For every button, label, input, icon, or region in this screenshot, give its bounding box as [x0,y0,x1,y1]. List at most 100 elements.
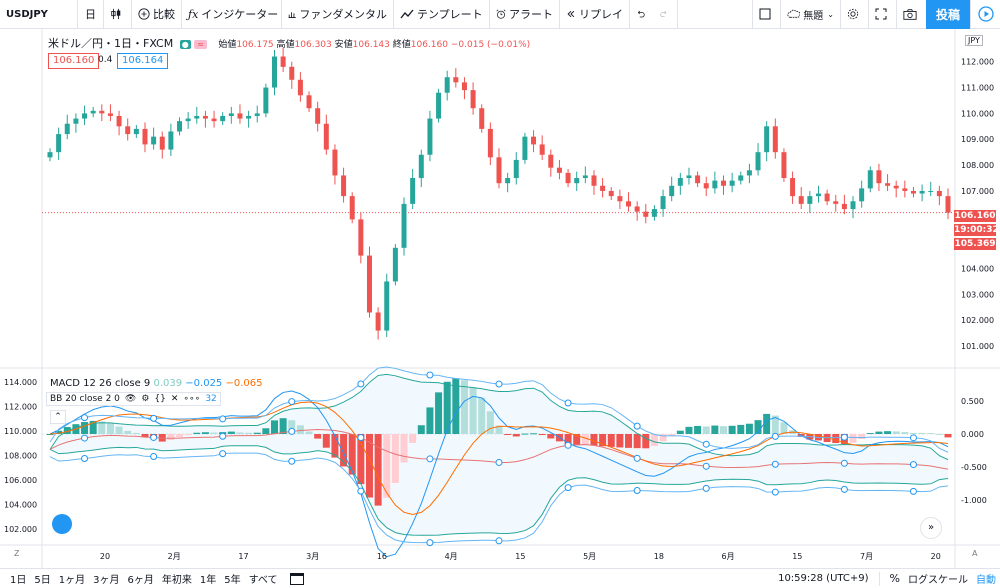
eye-icon[interactable]: 👁 [124,394,137,404]
control-point[interactable] [771,432,779,440]
templates-button[interactable]: テンプレート [394,0,490,29]
auto-scale-toggle[interactable]: 自動 [976,575,996,586]
scroll-right-button[interactable]: » [920,517,942,539]
control-point[interactable] [564,441,572,449]
range-button-2[interactable]: 1ヶ月 [58,575,86,586]
control-point[interactable] [81,414,89,422]
candle-body [634,206,640,212]
control-point[interactable] [150,433,158,441]
more-icon[interactable]: ∘∘∘ [183,394,201,404]
undo-button[interactable] [630,0,654,29]
percent-toggle[interactable]: % [889,572,900,585]
control-point[interactable] [150,414,158,422]
macd-histogram-bar [616,434,624,448]
chart-type-button[interactable] [104,0,132,29]
control-point[interactable] [702,440,710,448]
control-point[interactable] [771,460,779,468]
control-point[interactable] [288,427,296,435]
macd-histogram-bar [625,434,633,448]
control-point[interactable] [495,458,503,466]
control-point[interactable] [633,422,641,430]
buy-button[interactable]: 106.164 [117,53,169,69]
control-point[interactable] [426,539,434,547]
control-point[interactable] [288,398,296,406]
gear-icon[interactable]: ⚙ [141,394,150,404]
macd-axis-label-3: -1.000 [961,496,987,505]
interval-button[interactable]: 日 [78,0,104,29]
play-button[interactable] [970,0,1000,29]
templates-label: テンプレート [417,8,483,21]
macd-histogram-bar [711,425,719,434]
control-point[interactable] [909,487,917,495]
control-point[interactable] [81,454,89,462]
range-button-3[interactable]: 3ヶ月 [93,575,120,586]
source-code-icon[interactable]: {} [154,394,166,404]
candle-body [142,128,148,145]
control-point[interactable] [840,459,848,467]
range-button-4[interactable]: 6ヶ月 [127,575,154,586]
control-point[interactable] [495,537,503,545]
macd-histogram-bar [728,425,736,434]
control-point[interactable] [357,380,365,388]
snapshot-button[interactable] [895,0,926,29]
range-button-5[interactable]: 年初来 [161,575,192,586]
control-point[interactable] [357,434,365,442]
control-point[interactable] [633,487,641,495]
layout-name-button[interactable]: 無題 ⌄ [779,0,840,29]
settings-button[interactable] [839,0,868,29]
control-point[interactable] [564,399,572,407]
expand-icon [875,8,887,20]
chart-canvas[interactable]: 112.000 111.000 110.000 109.000 108.000 107.0… [0,29,1000,568]
control-point[interactable] [564,484,572,492]
control-point[interactable] [150,453,158,461]
candle-body [220,115,226,122]
range-button-6[interactable]: 1年 [199,575,217,586]
control-point[interactable] [357,487,365,495]
clock[interactable]: 10:59:28 (UTC+9) [778,573,869,584]
indicators-button[interactable]: ƒx インジケーター [182,0,282,29]
log-scale-toggle[interactable]: ログスケール [908,575,968,586]
control-point[interactable] [702,484,710,492]
close-icon[interactable]: ✕ [170,394,179,404]
control-point[interactable] [219,432,227,440]
redo-button[interactable] [654,0,678,29]
range-button-0[interactable]: 1日 [10,575,27,586]
control-point[interactable] [909,434,917,442]
alert-button[interactable]: アラート [490,0,560,29]
gear-icon [847,8,859,20]
price-axis-label-2: 110.000 [961,109,994,118]
control-point[interactable] [219,415,227,423]
compare-button[interactable]: 比較 [132,0,182,29]
chart-area[interactable]: 112.000 111.000 110.000 109.000 108.000 107.0… [0,29,1000,568]
control-point[interactable] [840,433,848,441]
bb-legend[interactable]: BB 20 close 2 0 👁 ⚙ {} ✕ ∘∘∘ 32 [46,392,221,406]
control-point[interactable] [840,485,848,493]
date-range-button[interactable] [289,572,304,585]
sell-button[interactable]: 106.160 [48,53,100,69]
fundamentals-button[interactable]: ファンダメンタル [282,0,394,29]
candle-body [99,110,105,114]
tv-logo-icon[interactable] [52,514,72,534]
control-point[interactable] [219,450,227,458]
control-point[interactable] [909,461,917,469]
right-axis-a-button[interactable]: A [972,549,978,558]
control-point[interactable] [702,462,710,470]
range-button-7[interactable]: 5年 [224,575,241,586]
control-point[interactable] [81,434,89,442]
range-button-1[interactable]: 5日 [34,575,51,586]
fullscreen-layout-button[interactable] [751,0,780,29]
replay-button[interactable]: リプレイ [560,0,630,29]
control-point[interactable] [495,380,503,388]
control-point[interactable] [426,371,434,379]
control-point[interactable] [288,457,296,465]
fullscreen-button[interactable] [867,0,896,29]
control-point[interactable] [771,488,779,496]
control-point[interactable] [633,454,641,462]
currency-badge[interactable]: JPY [965,35,983,46]
control-point[interactable] [426,455,434,463]
symbol-search[interactable]: USDJPY [0,0,78,29]
collapse-button[interactable]: ⌃ [50,410,66,424]
left-axis-z-button[interactable]: Z [14,549,20,558]
post-button[interactable]: 投稿 [925,0,970,29]
range-button-8[interactable]: すべて [248,575,278,586]
